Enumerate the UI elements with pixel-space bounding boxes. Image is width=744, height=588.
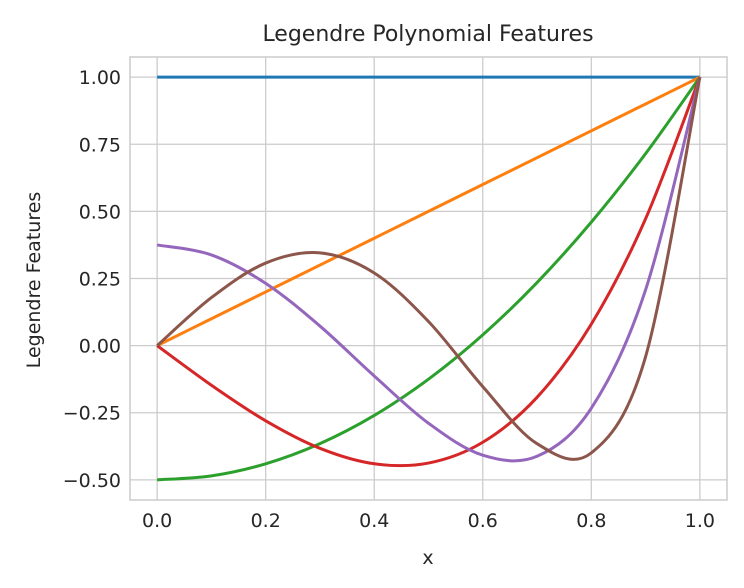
- series-line-P1: [156, 75, 701, 347]
- series-line-P3: [156, 76, 702, 468]
- x-tick-label: 0.8: [576, 510, 606, 532]
- series-line-P2: [157, 76, 702, 482]
- y-tick-label: 1.00: [79, 67, 121, 89]
- y-tick-label: −0.50: [63, 470, 121, 492]
- plot-frame: [129, 56, 728, 501]
- x-tick-label: 0.0: [142, 510, 172, 532]
- x-tick-label: 0.6: [468, 510, 498, 532]
- y-tick-label: 0.50: [79, 201, 121, 223]
- y-tick-label: 0.25: [79, 269, 121, 291]
- x-axis-label: x: [422, 547, 433, 569]
- y-tick-label: 0.00: [79, 336, 121, 358]
- series-line-P4: [156, 76, 702, 463]
- x-tick-label: 1.0: [685, 510, 715, 532]
- y-axis-label: Legendre Features: [23, 192, 45, 369]
- x-tick-label: 0.4: [359, 510, 389, 532]
- chart-title: Legendre Polynomial Features: [262, 22, 593, 47]
- series-line-P5: [156, 76, 702, 461]
- y-tick-label: 0.75: [79, 134, 121, 156]
- y-tick-label: −0.25: [63, 403, 121, 425]
- x-tick-label: 0.2: [251, 510, 281, 532]
